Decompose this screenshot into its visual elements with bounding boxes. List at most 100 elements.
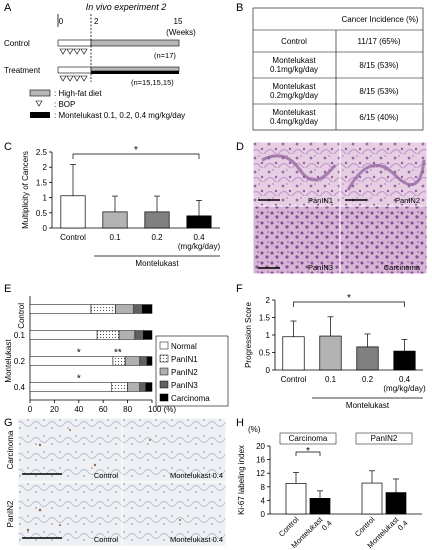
bar [309,498,331,515]
legend-bop-triangle-icon [35,100,43,107]
stacked-segment-normal [29,356,114,366]
stacked-segment-normal [29,382,112,392]
stacked-segment-carcinoma [145,382,153,392]
bar [319,335,342,371]
bar [144,211,170,229]
table-header: Cancer Incidence (%) [342,15,419,24]
group-label: Montelukast [4,339,13,383]
legend-montelukast: : Montelukast 0.1, 0.2, 0.4 mg/kg/day [54,111,185,120]
legend-swatch-montelukast [30,112,50,118]
panel-label-b: B [236,2,243,14]
histology-image-panin3 [252,205,341,275]
bop-triangles-treatment [59,75,88,82]
week-tick-0: 0 [59,17,64,26]
x-tick-label: 20 [50,405,59,414]
stacked-segment-panin1 [96,330,120,340]
legend-swatch [159,341,169,350]
y-tick-label: 0.5 [36,209,48,218]
significance-marker: ** [114,348,122,359]
panel-c: C 0 0.5 1 1.5 2 2.5 Control 0.1 0.2 0.4 (mg/kg/day… [4,141,220,268]
col-label-montelukast: Montelukast 0.4 [170,471,223,480]
stacked-segment-panin1 [90,304,116,314]
y-tick-label: 0 [266,366,271,375]
col-label-control: Control [94,471,119,480]
x-tick-label: 80 [123,405,132,414]
histology-image-carcinoma [339,205,428,275]
table-row-01-label: Montelukast 0.1mg/kg/day [270,56,318,74]
legend-swatch [159,380,169,389]
stacked-segment-panin2 [118,330,136,340]
panel-label-c: C [4,141,12,153]
panel-label-e: E [4,283,11,295]
label-panin1: PanIN1 [308,196,333,205]
x-tick-label: 40 [74,405,83,414]
incidence-table [252,7,424,131]
x-tick-label: 0.1 [109,233,121,242]
group-title: PanIN2 [371,434,398,443]
stacked-segment-panin1 [111,382,128,392]
bop-triangles-control [59,48,88,55]
y-tick-label: 1 [43,194,48,203]
stacked-segment-carcinoma [143,330,153,340]
stacked-segment-panin3 [139,382,147,392]
panel-label-g: G [4,417,13,429]
panel-f: F 0 0.5 1 1.5 2 Control 0.1 0.2 0.4 (mg/kg/day) Mo… [236,283,426,410]
y-tick-label: 12 [256,469,265,478]
col-label-montelukast: Montelukast 0.4 [170,535,223,544]
x-tick-label: Control [281,375,307,384]
n-treatment: (n=15,15,15) [131,78,174,87]
significance-bracket [293,301,405,307]
legend-bop: : BOP [54,100,75,109]
row-label-carcinoma: Carcinoma [6,430,15,469]
bar [60,195,86,229]
table-row-01-value: 8/15 (53%) [359,61,398,70]
x-tick-label: 0.4 (mg/kg/day) [383,375,426,393]
bar [393,350,416,371]
legend-swatch [159,367,169,376]
stacked-segment-normal [29,330,98,340]
stacked-segment-panin2 [127,382,141,392]
stacked-segment-panin3 [139,356,148,366]
panel-g: G Carcinoma PanIN2 Control Montelukast 0… [4,417,227,547]
table-row-control-value: 11/17 (65%) [358,37,401,46]
y-tick-label: 0.5 [259,349,271,358]
table-row-04-value: 6/15 (40%) [359,113,398,122]
stacked-segment-panin2 [124,356,141,366]
panel-label-h: H [236,417,244,429]
group-label-treatment: Treatment [4,66,41,75]
panel-a-legend: : High-fat diet : BOP : Montelukast 0.1,… [29,89,185,120]
chart-lesion-distribution: 0 20 40 60 80 100 (%) Control 0.1 0.2 0.4Monteluk… [4,296,229,414]
legend-label: Carcinoma [171,394,210,403]
bar [356,346,379,371]
panel-e: E 0 20 40 60 80 100 (%) Control 0.1 0.2 0.4Montel… [4,283,229,414]
panel-a: A In vivo experiment 2 0 2 15 (Weeks) Co… [4,2,196,120]
chart-multiplicity: 0 0.5 1 1.5 2 2.5 Control 0.1 0.2 0.4 (mg/kg/day) M… [21,145,220,268]
chart-progression-score: 0 0.5 1 1.5 2 Control 0.1 0.2 0.4 (mg/kg/day) Mont… [244,293,426,410]
y-tick-label: 4 [261,496,266,505]
stacked-segment-panin3 [134,330,144,340]
x-tick-label: 0.4 (mg/kg/day) [178,233,221,251]
y-tick-label: 8 [261,483,266,492]
col-label-control: Control [94,535,119,544]
weeks-label: (Weeks) [166,28,196,37]
legend-label: PanIN2 [171,368,198,377]
bar [282,336,305,371]
label-carcinoma: Carcinoma [384,263,421,272]
y-axis-unit: (%) [248,425,261,434]
y-tick-label: 1.5 [36,178,48,187]
bar [186,215,212,229]
significance-marker: * [306,446,310,457]
panel-d: D PanIN1 PanIN2 PanIN3 Carcinoma [236,141,428,275]
x-tick-label: 0.2 [362,375,374,384]
row-label-panin2: PanIN2 [6,500,15,527]
y-tick-label: Control [17,303,26,329]
x-tick-label: 0.1 [325,375,337,384]
ihc-image-carcinoma-control [17,417,123,483]
histology-image-panin2 [339,141,428,207]
label-panin2: PanIN2 [395,196,420,205]
table-row-control-label: Control [281,37,307,46]
week-tick-15: 15 [174,17,183,26]
table-row-04-label: Montelukast 0.4mg/kg/day [270,108,318,126]
stacked-segment-panin2 [115,304,134,314]
